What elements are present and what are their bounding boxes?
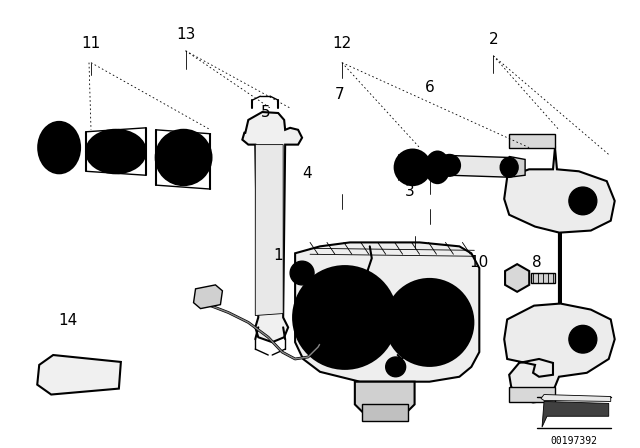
Circle shape [569,325,596,353]
Polygon shape [542,401,609,427]
Ellipse shape [86,130,146,173]
Polygon shape [295,242,479,382]
Circle shape [327,300,363,335]
Circle shape [401,155,424,179]
Text: 14: 14 [59,313,78,327]
Text: 4: 4 [303,167,312,181]
Circle shape [575,193,591,209]
Polygon shape [541,395,611,401]
Polygon shape [193,285,223,309]
Text: 8: 8 [532,255,541,270]
Polygon shape [449,155,509,177]
Polygon shape [509,387,555,402]
Polygon shape [355,382,415,414]
Text: 2: 2 [488,31,498,47]
Polygon shape [505,264,529,292]
Text: 11: 11 [81,36,100,51]
Polygon shape [509,156,525,177]
Circle shape [569,187,596,215]
Text: 1: 1 [274,248,284,263]
Circle shape [575,332,591,347]
Polygon shape [362,405,408,421]
Polygon shape [531,273,555,283]
Circle shape [386,357,406,377]
Text: 3: 3 [404,184,414,199]
Text: 7: 7 [334,87,344,102]
Ellipse shape [431,156,444,178]
Polygon shape [509,134,555,147]
Polygon shape [255,145,283,315]
Ellipse shape [51,138,67,157]
Text: 9: 9 [392,299,401,314]
Text: 10: 10 [470,255,489,270]
Circle shape [415,309,444,336]
Circle shape [399,293,460,352]
Circle shape [368,300,384,315]
Circle shape [290,261,314,285]
Text: 00197392: 00197392 [550,436,597,446]
Ellipse shape [156,130,211,185]
Ellipse shape [500,157,518,177]
Text: cl: cl [191,163,201,176]
Ellipse shape [164,139,202,176]
Ellipse shape [38,122,80,173]
Ellipse shape [45,130,73,165]
Circle shape [317,329,333,345]
Circle shape [293,266,397,369]
Circle shape [395,150,431,185]
Ellipse shape [98,138,134,165]
Polygon shape [37,355,121,395]
Ellipse shape [426,151,449,183]
Text: 13: 13 [177,27,196,42]
Circle shape [307,280,383,355]
Text: 12: 12 [333,36,352,51]
Ellipse shape [177,151,191,164]
Text: 6: 6 [425,80,435,95]
Circle shape [386,279,474,366]
Text: 5: 5 [261,104,271,120]
Polygon shape [243,112,302,342]
Polygon shape [504,147,614,402]
Ellipse shape [438,155,460,176]
